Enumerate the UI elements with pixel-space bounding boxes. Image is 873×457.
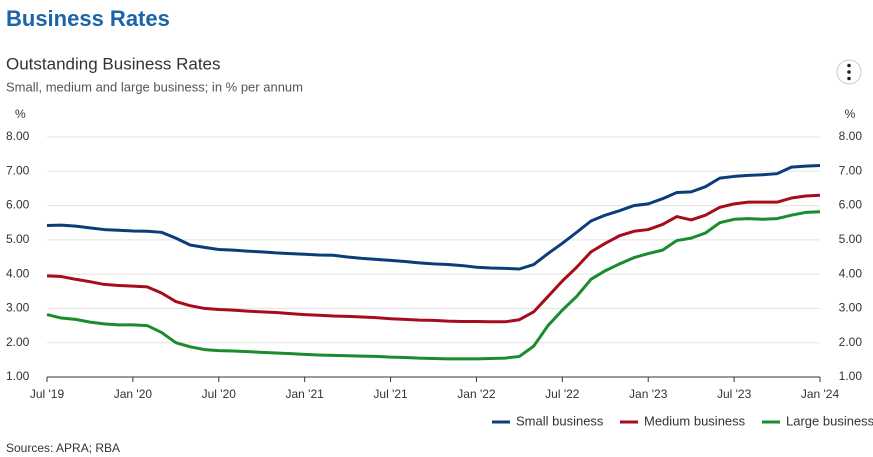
legend-label: Medium business [644,413,746,428]
page-header: Business Rates [6,6,170,31]
y-tick-label: 8.00 [6,129,30,143]
y-tick-label: 7.00 [6,163,30,177]
y2-tick-label: 5.00 [839,232,863,246]
chart-title: Outstanding Business Rates [6,54,221,73]
chart-subtitle: Small, medium and large business; in % p… [6,79,303,94]
y2-tick-label: 3.00 [839,301,863,315]
legend-label: Large business [786,413,873,428]
y-tick-label: 6.00 [6,198,30,212]
legend-label: Small business [516,413,604,428]
source: Sources: APRA; RBA [6,441,120,455]
y2-tick-label: 2.00 [839,335,863,349]
x-tick-label: Jul '19 [30,387,65,401]
line-series [46,210,821,361]
line-series [46,193,821,324]
x-tick-label: Jul '23 [717,387,752,401]
y-tick-label: 4.00 [6,266,30,280]
x-tick-label: Jan '21 [286,387,325,401]
y-unit: % [15,107,26,121]
y2-tick-label: 1.00 [839,369,863,383]
y2-unit: % [845,107,856,121]
menu-button[interactable] [836,59,862,85]
y-tick-label: 2.00 [6,335,30,349]
y-tick-label: 1.00 [6,369,30,383]
y2-tick-label: 7.00 [839,163,863,177]
x-tick-label: Jan '22 [457,387,496,401]
x-tick-label: Jul '22 [545,387,580,401]
line-series [46,163,821,271]
x-tick-label: Jul '21 [373,387,408,401]
y2-tick-label: 8.00 [839,129,863,143]
x-tick-label: Jan '23 [629,387,668,401]
y-tick-label: 3.00 [6,301,30,315]
x-tick-label: Jul '20 [202,387,237,401]
x-tick-label: Jan '20 [114,387,153,401]
y2-tick-label: 6.00 [839,198,863,212]
y2-tick-label: 4.00 [839,266,863,280]
y-tick-label: 5.00 [6,232,30,246]
x-tick-label: Jan '24 [801,387,840,401]
